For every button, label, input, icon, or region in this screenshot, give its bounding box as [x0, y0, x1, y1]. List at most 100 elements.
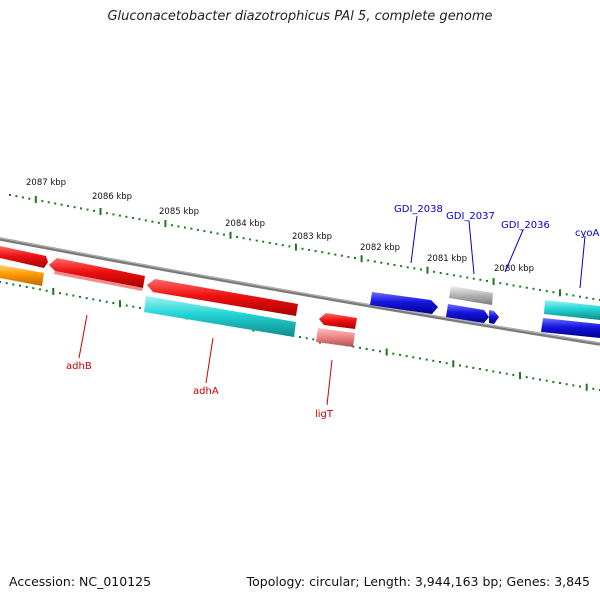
minor-tick-mark — [466, 276, 469, 279]
gene-arrow-red-partial[interactable] — [0, 246, 48, 268]
minor-tick-mark — [262, 240, 265, 243]
minor-tick-mark — [112, 302, 115, 304]
minor-tick-mark — [545, 290, 548, 293]
minor-tick-mark — [492, 370, 495, 373]
minor-tick-mark — [305, 337, 308, 340]
forward-strand-genes — [0, 246, 600, 324]
minor-tick-mark — [203, 230, 206, 233]
minor-tick-mark — [334, 253, 337, 256]
gene-box-cyan-adhA[interactable] — [144, 296, 296, 337]
connector-GDI_2037 — [468, 220, 475, 275]
gene-arrow-cyoA[interactable] — [544, 300, 600, 320]
gene-arrow-small-blue[interactable] — [489, 310, 499, 324]
major-tick-mark — [119, 300, 121, 308]
minor-tick-mark — [459, 275, 462, 278]
gene-arrow-ligT-red[interactable] — [319, 313, 357, 329]
gene-label-cyoA[interactable]: cyoA — [575, 228, 600, 239]
gene-box-blue-right[interactable] — [541, 318, 600, 338]
tick-label-2087: 2087 kbp — [26, 178, 66, 188]
minor-tick-mark — [552, 291, 555, 294]
minor-tick-mark — [125, 215, 128, 218]
minor-tick-mark — [445, 362, 448, 365]
major-tick-mark — [164, 220, 167, 227]
minor-tick-mark — [41, 200, 44, 203]
minor-tick-mark — [592, 387, 595, 390]
minor-tick-mark — [242, 237, 245, 240]
major-tick-mark — [519, 372, 521, 380]
minor-tick-mark — [255, 239, 258, 242]
major-tick-mark — [294, 243, 297, 251]
gene-label-adhB[interactable]: adhB — [66, 361, 92, 372]
minor-tick-mark — [572, 294, 575, 297]
minor-tick-mark — [472, 277, 475, 280]
minor-tick-mark — [299, 336, 301, 338]
minor-tick-mark — [151, 220, 154, 223]
gene-label-ligT[interactable]: ligT — [315, 409, 334, 420]
connector-cyoA — [579, 235, 586, 289]
minor-tick-mark — [314, 250, 317, 253]
minor-tick-mark — [485, 369, 488, 372]
inner-tick-track — [0, 281, 600, 391]
minor-tick-mark — [93, 209, 95, 212]
minor-tick-mark — [47, 201, 50, 204]
gene-arrow-adhB[interactable] — [49, 258, 145, 288]
gene-arrow-GDI_2036[interactable] — [446, 304, 489, 323]
minor-tick-mark — [45, 289, 48, 292]
minor-tick-mark — [268, 241, 271, 244]
minor-tick-mark — [347, 255, 350, 258]
minor-tick-mark — [565, 293, 568, 296]
accession-label: Accession: NC_010125 — [9, 574, 152, 589]
gene-label-GDI_2038[interactable]: GDI_2038 — [394, 204, 443, 215]
minor-tick-mark — [312, 338, 315, 341]
minor-tick-mark — [419, 268, 422, 271]
gene-label-adhA[interactable]: adhA — [193, 386, 219, 397]
minor-tick-mark — [499, 282, 502, 285]
minor-tick-mark — [439, 272, 442, 274]
minor-tick-mark — [592, 297, 595, 300]
major-tick-mark — [34, 195, 37, 203]
minor-tick-mark — [505, 283, 508, 286]
major-tick-mark — [492, 278, 495, 286]
minor-tick-mark — [0, 281, 1, 283]
minor-tick-mark — [433, 270, 436, 273]
gene-arrow-GDI_2038[interactable] — [370, 292, 438, 314]
minor-tick-mark — [301, 247, 304, 250]
major-tick-mark — [360, 255, 363, 263]
minor-tick-mark — [552, 380, 555, 383]
minor-tick-mark — [183, 226, 186, 229]
minor-tick-mark — [131, 217, 134, 219]
minor-tick-mark — [105, 212, 108, 215]
minor-tick-mark — [512, 373, 515, 376]
gene-label-GDI_2037[interactable]: GDI_2037 — [446, 211, 495, 222]
minor-tick-mark — [405, 355, 408, 358]
tick-label-2084: 2084 kbp — [225, 219, 265, 229]
minor-tick-mark — [539, 378, 541, 381]
gene-arrow-GDI_2037-gray[interactable] — [449, 286, 493, 305]
major-tick-mark — [52, 287, 55, 295]
minor-tick-mark — [505, 372, 508, 375]
minor-tick-mark — [39, 288, 41, 291]
minor-tick-mark — [72, 294, 75, 297]
major-tick-mark — [585, 383, 588, 391]
minor-tick-mark — [308, 248, 311, 251]
minor-tick-mark — [105, 300, 108, 303]
minor-tick-mark — [112, 213, 115, 216]
minor-tick-mark — [579, 295, 581, 298]
gene-box-ligT-pink[interactable] — [316, 328, 355, 347]
minor-tick-mark — [85, 297, 88, 300]
minor-tick-mark — [406, 266, 409, 269]
minor-tick-mark — [465, 365, 468, 368]
minor-tick-mark — [532, 287, 535, 290]
reverse-strand-genes — [0, 265, 600, 347]
connector-ligT — [326, 359, 333, 406]
gene-label-GDI_2036[interactable]: GDI_2036 — [501, 220, 550, 231]
minor-tick-mark — [359, 346, 361, 349]
minor-tick-mark — [67, 205, 70, 207]
minor-tick-mark — [223, 233, 225, 236]
tick-label-2085: 2085 kbp — [159, 207, 199, 217]
minor-tick-mark — [479, 278, 482, 281]
gene-arrow-adhA[interactable] — [147, 279, 298, 316]
gene-arrow-orange-partial[interactable] — [0, 265, 44, 286]
minor-tick-mark — [352, 345, 355, 348]
